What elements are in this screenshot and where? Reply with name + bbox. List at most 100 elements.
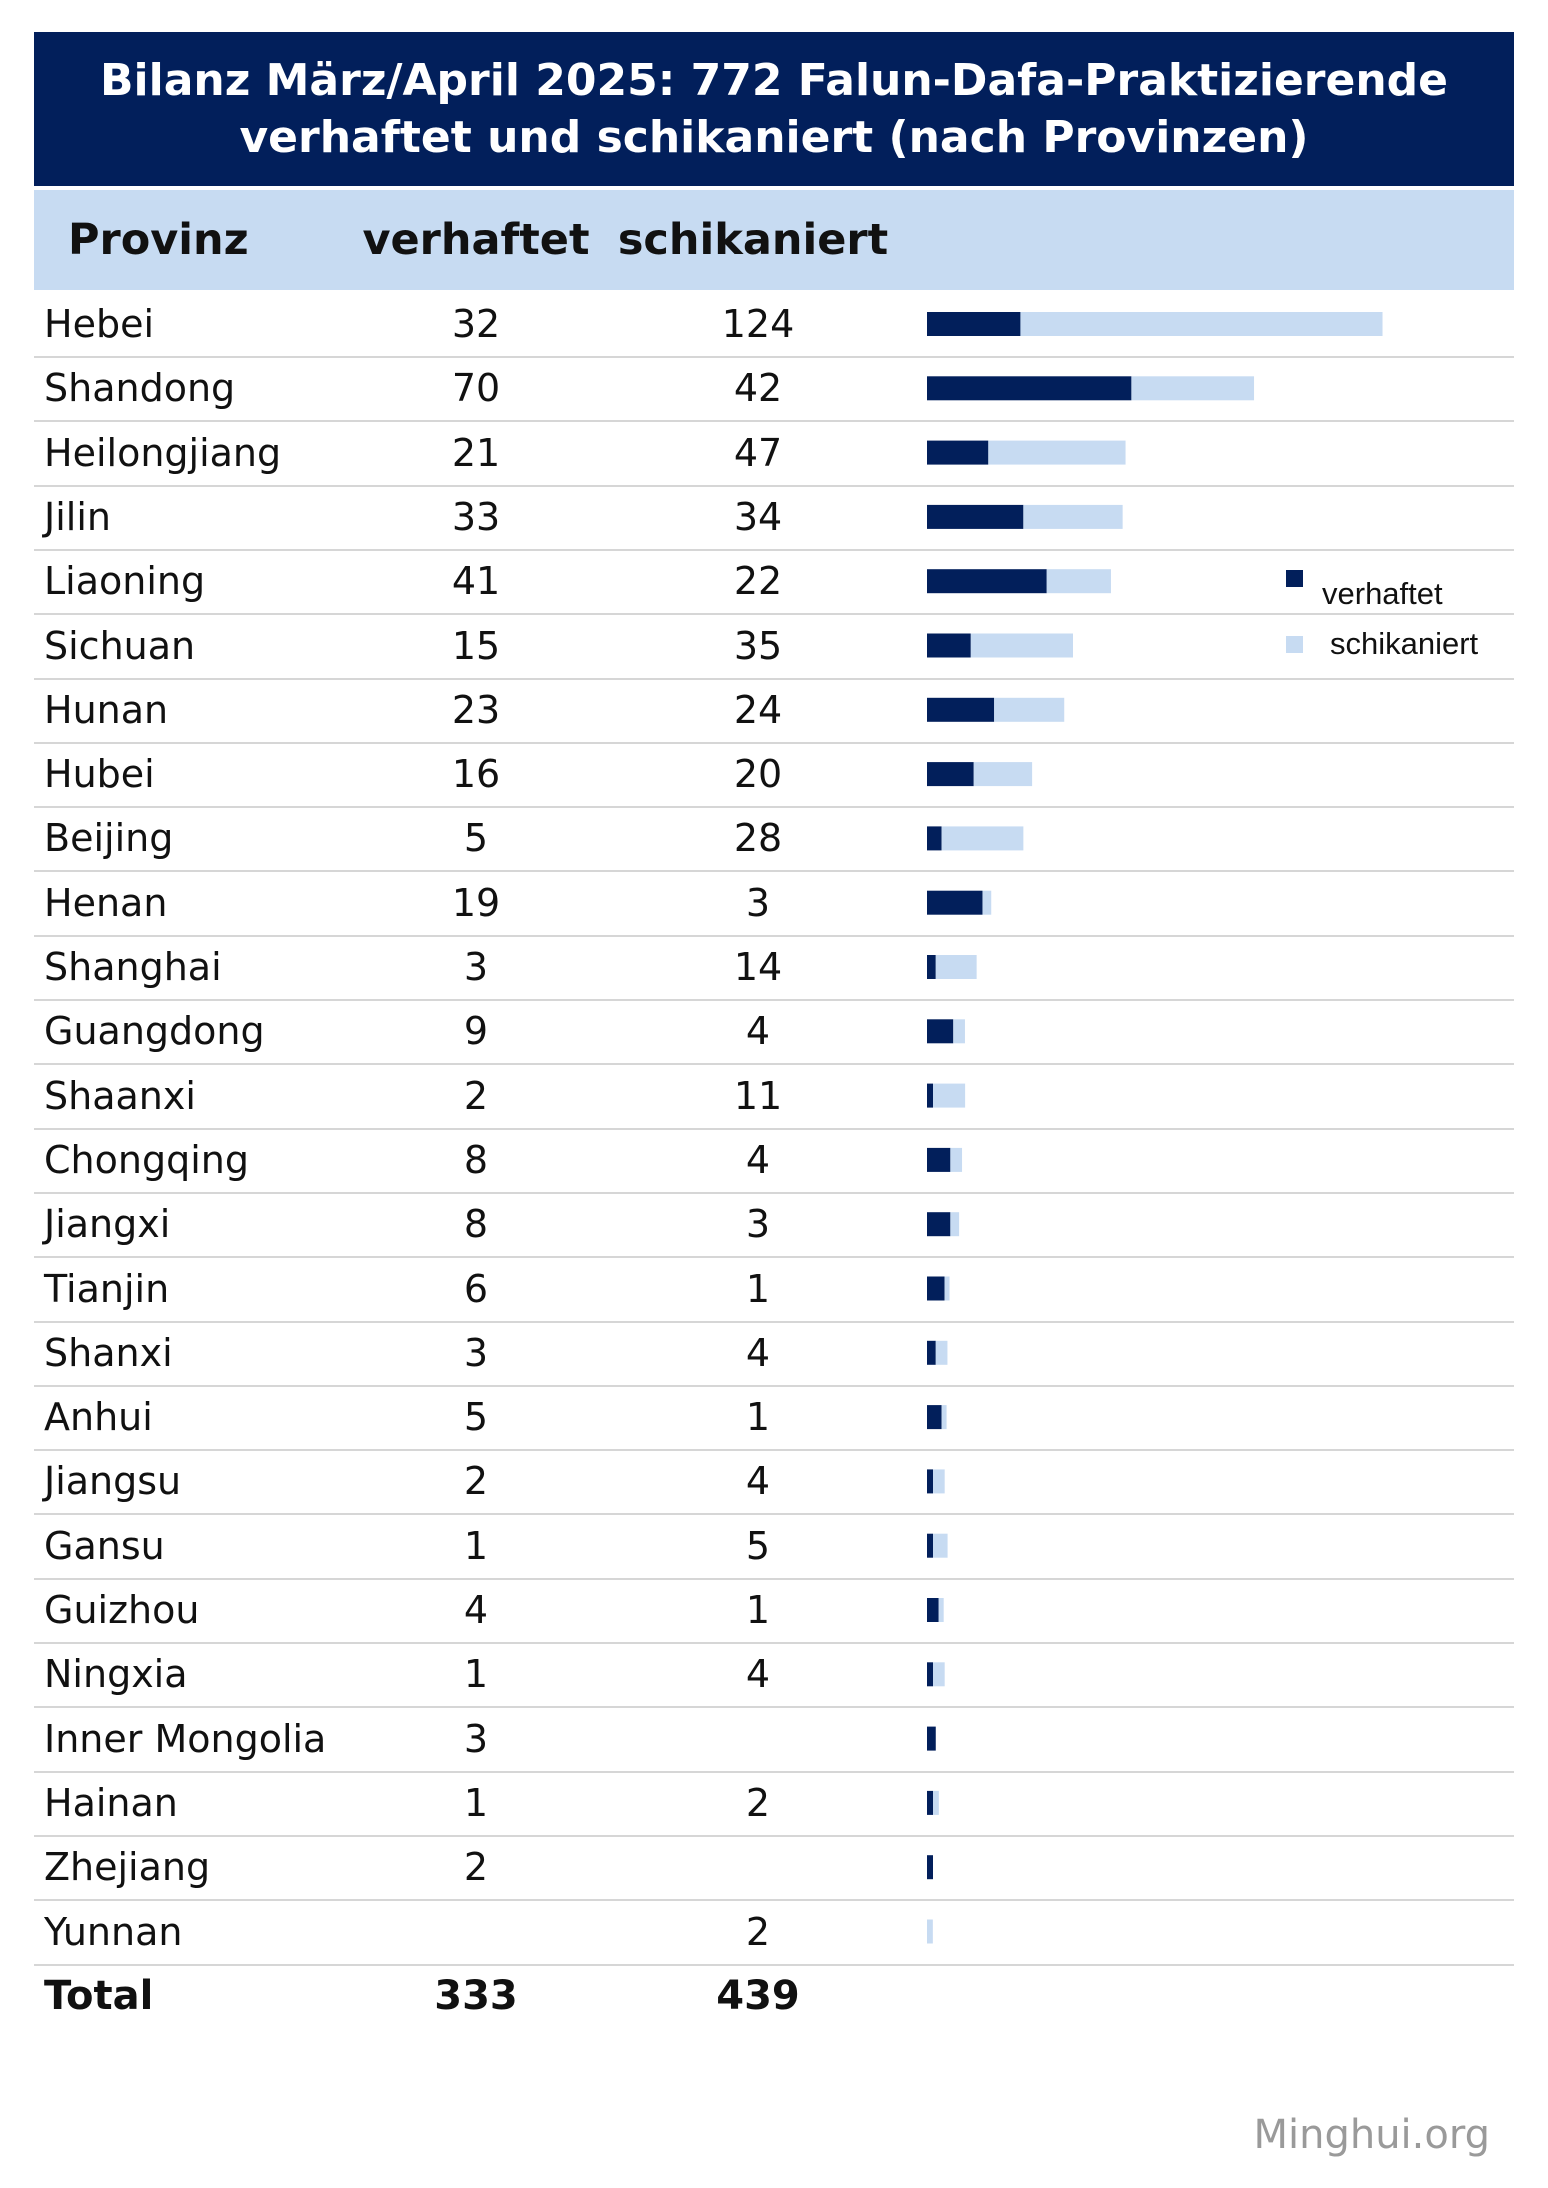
province-name: Beijing <box>44 816 174 861</box>
province-name: Gansu <box>44 1523 165 1568</box>
bar-harassed-shaanxi <box>933 1083 966 1108</box>
arrested-count: 23 <box>451 687 501 732</box>
table-row: Jiangsu 2 4 <box>34 1449 1514 1516</box>
bar-arrested-tianjin <box>927 1276 945 1301</box>
bar-harassed-chongqing <box>950 1147 963 1172</box>
harassed-count: 5 <box>745 1523 771 1568</box>
harassed-count: 47 <box>733 430 783 475</box>
bar-arrested-guangdong <box>927 1019 954 1044</box>
arrested-count: 3 <box>463 945 489 989</box>
table-row: Anhui 5 1 <box>34 1385 1514 1452</box>
table-row: Jiangxi 8 3 <box>34 1192 1514 1259</box>
province-name: Guizhou <box>44 1588 200 1632</box>
arrested-count: 4 <box>463 1588 489 1632</box>
table-row: Guangdong 9 4 <box>34 999 1514 1066</box>
table-row: Shanxi 3 4 <box>34 1321 1514 1387</box>
province-name: Zhejiang <box>44 1845 211 1890</box>
bar-harassed-guangdong <box>953 1019 965 1044</box>
bar-arrested-ningxia <box>927 1662 933 1687</box>
harassed-count: 34 <box>733 494 783 539</box>
bar-harassed-shandong <box>1131 376 1255 401</box>
bar-harassed-hunan <box>994 697 1065 722</box>
bar-harassed-jiangsu <box>933 1469 945 1494</box>
province-name: Shanghai <box>44 945 222 989</box>
arrested-count: 41 <box>451 559 501 604</box>
province-name: Shaanxi <box>44 1073 196 1118</box>
arrested-count: 2 <box>463 1073 489 1118</box>
province-name: Hainan <box>44 1780 178 1825</box>
harassed-count: 22 <box>733 559 783 604</box>
bar-arrested-guizhou <box>927 1598 939 1622</box>
table-row: Chongqing 8 4 <box>34 1128 1514 1194</box>
table-row: Shandong 70 42 <box>34 356 1514 423</box>
table-row: Hebei 32 124 <box>34 292 1514 358</box>
bar-harassed-jiangxi <box>950 1212 960 1237</box>
bar-harassed-shanghai <box>935 955 977 979</box>
bar-harassed-ningxia <box>933 1662 945 1687</box>
legend-swatch-harassed <box>1286 636 1303 653</box>
total-row: Total 333 439 <box>34 1964 1514 2028</box>
harassed-count: 42 <box>733 366 783 411</box>
harassed-count: 3 <box>745 880 771 925</box>
bar-arrested-hunan <box>927 697 995 722</box>
arrested-count: 8 <box>463 1202 489 1247</box>
arrested-count: 1 <box>463 1652 489 1697</box>
table-row: Gansu 1 5 <box>34 1514 1514 1580</box>
harassed-count: 35 <box>733 623 783 668</box>
arrested-count: 33 <box>451 494 501 539</box>
province-name: Jiangsu <box>44 1459 182 1504</box>
bar-arrested-chongqing <box>927 1147 951 1172</box>
bar-harassed-jilin <box>1023 504 1123 529</box>
bar-arrested-jilin <box>927 504 1024 529</box>
bar-harassed-henan <box>982 890 992 915</box>
total-harassed: 439 <box>716 1972 800 2019</box>
table-row: Yunnan 2 <box>34 1900 1514 1966</box>
province-name: Hebei <box>44 302 155 346</box>
arrested-count: 21 <box>451 430 501 475</box>
province-name: Guangdong <box>44 1009 265 1054</box>
province-name: Hubei <box>44 752 155 797</box>
table-row: Jilin 33 34 <box>34 485 1514 551</box>
table-row: Heilongjiang 21 47 <box>34 421 1514 487</box>
bar-harassed-hebei <box>1020 312 1383 336</box>
column-header-province: Provinz <box>68 215 249 265</box>
arrested-count: 9 <box>463 1009 489 1054</box>
arrested-count: 3 <box>463 1330 489 1375</box>
province-name: Chongqing <box>44 1137 249 1182</box>
bar-arrested-hainan <box>927 1790 933 1815</box>
province-name: Sichuan <box>44 623 196 668</box>
harassed-count: 1 <box>745 1588 771 1632</box>
province-name: Shanxi <box>44 1330 173 1375</box>
bar-arrested-gansu <box>927 1533 933 1558</box>
bar-arrested-sichuan <box>927 633 971 658</box>
table-row: Hubei 16 20 <box>34 742 1514 809</box>
bar-arrested-henan <box>927 890 983 915</box>
bar-arrested-shaanxi <box>927 1083 933 1108</box>
harassed-count: 4 <box>745 1137 771 1182</box>
province-name: Anhui <box>44 1395 153 1440</box>
harassed-count: 2 <box>745 1909 771 1954</box>
province-name: Tianjin <box>44 1266 170 1311</box>
column-header-harassed: schikaniert <box>617 215 889 265</box>
table-row: Henan 19 3 <box>34 871 1514 937</box>
arrested-count: 2 <box>463 1459 489 1504</box>
bar-harassed-hainan <box>933 1790 939 1815</box>
bar-arrested-liaoning <box>927 569 1047 594</box>
harassed-count: 2 <box>745 1780 771 1825</box>
title-line-2: verhaftet und schikaniert (nach Provinze… <box>239 112 1309 163</box>
legend-label-arrested: verhaftet <box>1322 576 1443 612</box>
bar-harassed-shanxi <box>935 1340 948 1365</box>
province-name: Inner Mongolia <box>44 1716 327 1761</box>
bar-arrested-anhui <box>927 1405 942 1430</box>
table-row: Tianjin 6 1 <box>34 1257 1514 1323</box>
chart-title: Bilanz März/April 2025: 772 Falun-Dafa-P… <box>34 32 1514 186</box>
bar-harassed-liaoning <box>1046 569 1111 594</box>
arrested-count: 32 <box>451 302 501 346</box>
province-name: Heilongjiang <box>44 430 282 475</box>
table-header: Provinz verhaftet schikaniert <box>34 190 1514 290</box>
watermark: Minghui.org <box>1253 2112 1490 2158</box>
bar-arrested-jiangxi <box>927 1212 951 1237</box>
arrested-count: 15 <box>451 623 501 668</box>
table-row: Zhejiang 2 <box>34 1835 1514 1902</box>
table-row: Shaanxi 2 11 <box>34 1064 1514 1130</box>
